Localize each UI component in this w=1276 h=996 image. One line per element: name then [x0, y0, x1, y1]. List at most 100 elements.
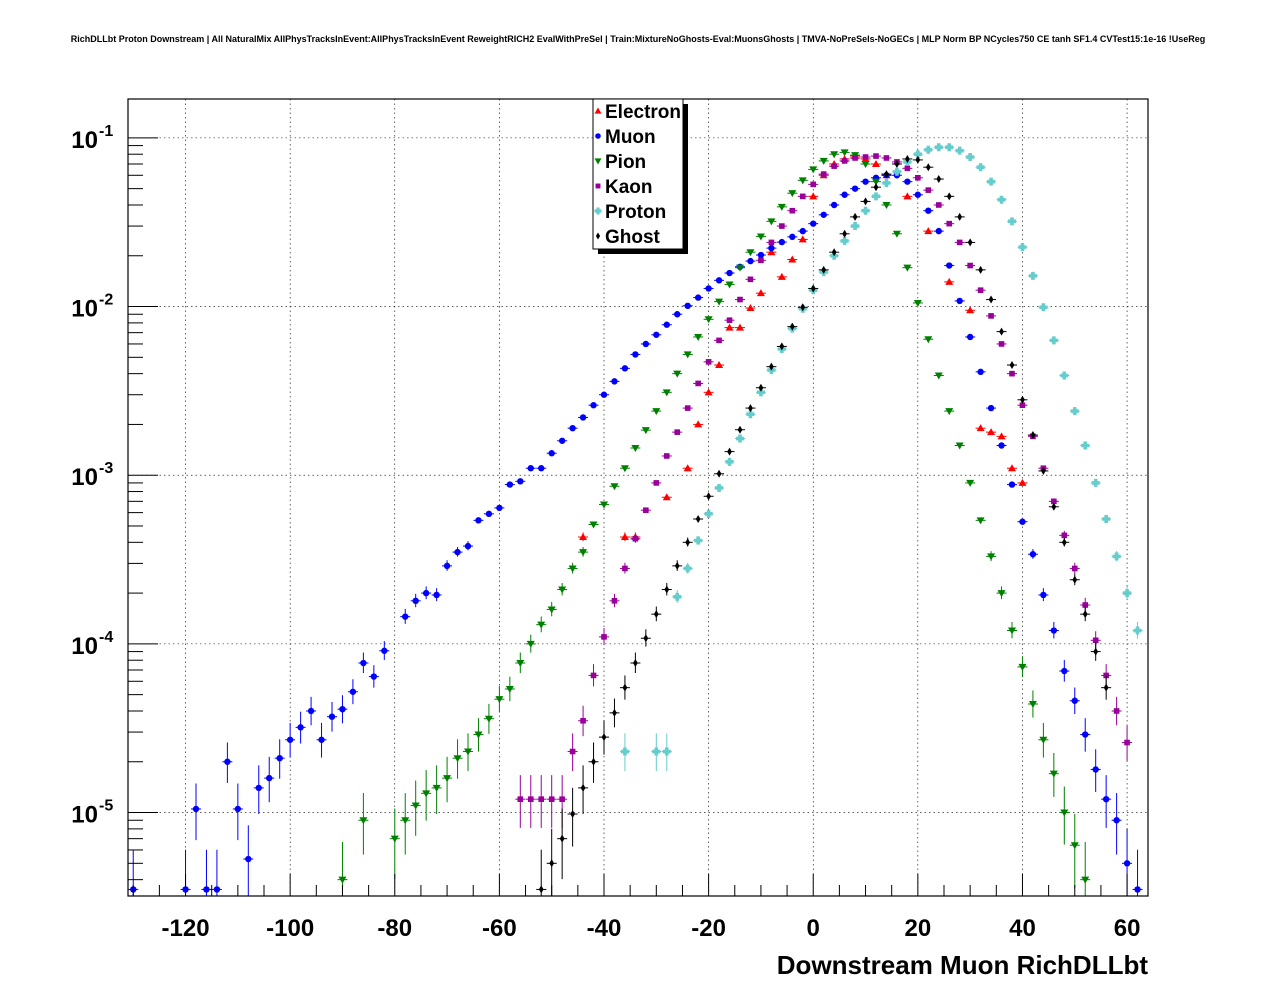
legend-marker-ghost [595, 232, 601, 240]
data-point [694, 536, 703, 545]
data-point [756, 233, 765, 241]
data-point [255, 784, 262, 792]
data-point [1124, 739, 1130, 746]
data-point [631, 444, 640, 452]
legend-label-pion: Pion [605, 152, 646, 173]
data-point [558, 586, 567, 594]
data-point [579, 414, 587, 421]
data-point [934, 143, 943, 152]
x-tick-label: 20 [904, 915, 931, 942]
data-point [1009, 370, 1015, 377]
data-point [538, 796, 545, 802]
data-point [612, 708, 617, 717]
data-point [653, 610, 659, 619]
data-point [935, 227, 942, 235]
y-tick-exponent: -4 [99, 629, 113, 646]
data-point [727, 447, 732, 456]
data-point [987, 177, 996, 186]
data-point [725, 457, 734, 466]
data-point [580, 717, 586, 724]
legend-marker-proton [594, 207, 602, 215]
data-point [526, 640, 535, 648]
data-point [883, 155, 890, 161]
data-point [495, 696, 504, 704]
data-point [339, 705, 346, 713]
data-point [527, 796, 534, 802]
data-point [203, 886, 210, 893]
legend-label-proton: Proton [605, 202, 666, 223]
data-point [591, 757, 596, 766]
y-tick-base: 10 [71, 296, 98, 323]
data-point [590, 672, 597, 679]
data-point [632, 659, 638, 668]
data-point [381, 647, 388, 654]
data-point [673, 592, 682, 601]
data-point [840, 236, 849, 245]
data-point [338, 876, 347, 884]
data-point [484, 715, 493, 723]
data-point [694, 420, 703, 428]
data-point [819, 157, 828, 165]
data-point [527, 465, 534, 472]
data-point [956, 239, 963, 246]
x-tick-label: -120 [162, 915, 210, 942]
series-muon [128, 172, 1143, 896]
data-point [538, 885, 544, 894]
y-tick-label: 10 -2 [71, 292, 113, 323]
data-point [976, 517, 985, 525]
data-point [1082, 602, 1089, 608]
data-point [589, 521, 598, 529]
data-point [1123, 589, 1132, 598]
data-point [674, 311, 681, 318]
data-point [882, 179, 891, 188]
data-point [967, 238, 973, 247]
data-point [1092, 637, 1099, 644]
legend-marker-muon [595, 133, 601, 139]
series-ghost [536, 154, 1112, 896]
data-point [286, 736, 294, 743]
data-point [967, 262, 973, 269]
series-proton [619, 143, 1143, 772]
data-point [946, 192, 952, 201]
data-point [245, 855, 252, 863]
data-point [924, 227, 933, 235]
data-point [213, 886, 221, 893]
data-point [569, 424, 576, 432]
data-point [872, 159, 880, 167]
data-point [704, 316, 713, 324]
data-point [683, 464, 692, 472]
data-point [756, 289, 765, 297]
y-tick-label: 10 -4 [71, 629, 113, 660]
data-point [966, 153, 975, 162]
data-point [234, 805, 242, 813]
data-point [1061, 667, 1068, 675]
data-point [611, 378, 618, 385]
data-point [945, 408, 954, 416]
y-tick-exponent: -1 [99, 123, 113, 140]
data-point [1060, 809, 1069, 817]
data-point [1008, 627, 1016, 635]
data-point [904, 154, 910, 163]
data-point [873, 183, 879, 192]
data-point [945, 277, 954, 285]
data-point [485, 510, 493, 518]
data-point [934, 372, 943, 380]
data-point [987, 404, 995, 412]
data-point [977, 368, 984, 376]
data-point [549, 859, 555, 868]
data-point [746, 304, 755, 312]
data-point [925, 207, 932, 214]
data-point [768, 362, 774, 371]
data-point [747, 257, 754, 265]
data-point [820, 171, 827, 177]
data-point [882, 201, 891, 209]
data-point [506, 481, 514, 488]
page-title: RichDLLbt Proton Downstream | All Natura… [70, 34, 1206, 44]
data-point [809, 192, 818, 200]
data-point [904, 165, 911, 172]
data-point [736, 323, 744, 331]
legend-label-kaon: Kaon [605, 177, 653, 198]
data-point [925, 163, 931, 172]
y-tick-labels: 10-510-410-310-210-1 [71, 123, 113, 829]
data-point [464, 748, 472, 756]
